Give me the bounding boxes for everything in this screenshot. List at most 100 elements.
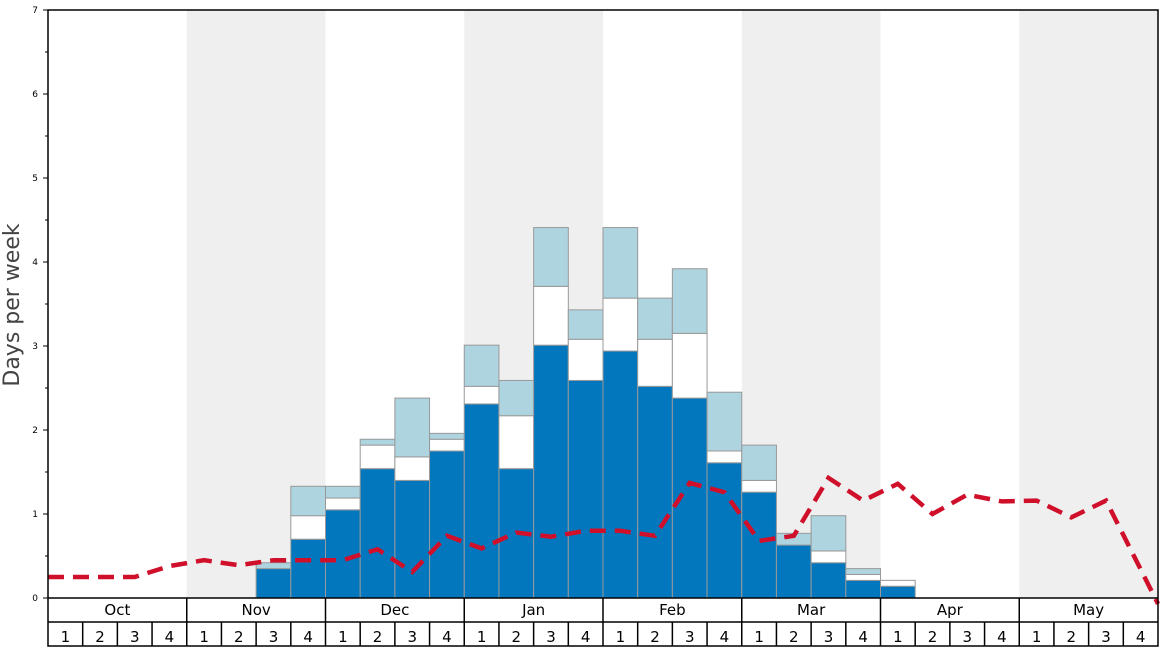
y-tick-label: 1 <box>32 510 38 520</box>
week-label: 4 <box>303 628 313 646</box>
week-label: 4 <box>858 628 868 646</box>
series-line <box>48 474 1161 605</box>
y-tick-label: 7 <box>32 6 38 16</box>
bar-middle <box>845 573 881 581</box>
x-axis-labels: Oct Nov Dec Jan Feb Mar Apr May 1 2 3 4 1 2 3 4 1 2 3 4 1 2 3 4… <box>61 601 1146 646</box>
week-label: 3 <box>1101 628 1111 646</box>
bar-middle <box>325 497 361 511</box>
week-label: 3 <box>269 628 279 646</box>
week-label: 2 <box>512 628 522 646</box>
bar-base <box>637 385 673 599</box>
month-label: Mar <box>797 601 826 619</box>
week-label: 2 <box>650 628 660 646</box>
week-label: 4 <box>581 628 591 646</box>
bar-top <box>498 379 535 417</box>
bar-middle <box>498 415 535 470</box>
bar-base <box>706 462 743 599</box>
bar-base <box>463 403 500 599</box>
week-label: 3 <box>685 628 695 646</box>
bar-middle <box>290 515 326 540</box>
month-label: Nov <box>241 601 270 619</box>
bar-top <box>637 297 673 340</box>
week-label: 1 <box>616 628 626 646</box>
week-label: 3 <box>962 628 972 646</box>
bar-base <box>845 579 881 599</box>
y-tick-label: 6 <box>32 90 38 100</box>
week-label: 1 <box>199 628 209 646</box>
y-tick-label: 2 <box>32 426 38 436</box>
month-label: Dec <box>380 601 409 619</box>
month-label: May <box>1073 601 1104 619</box>
y-tick-label: 4 <box>32 258 38 268</box>
y-tick-label: 3 <box>32 342 38 352</box>
week-label: 3 <box>130 628 140 646</box>
bar-base <box>429 450 465 599</box>
week-label: 4 <box>442 628 452 646</box>
axis-ticks: 0 1 2 3 4 5 6 7 <box>32 6 48 604</box>
week-label: 4 <box>720 628 730 646</box>
week-label: 2 <box>789 628 799 646</box>
week-label: 3 <box>546 628 556 646</box>
bar-base <box>602 350 639 599</box>
month-label: Feb <box>659 601 686 619</box>
bar-top <box>290 485 326 517</box>
y-axis-label: Days per week <box>0 223 25 386</box>
week-label: 2 <box>234 628 244 646</box>
bar-base <box>394 479 431 599</box>
bar-middle <box>741 479 777 493</box>
bar-top <box>671 268 708 334</box>
bar-base <box>741 491 777 599</box>
week-label: 2 <box>373 628 383 646</box>
bar-top <box>567 309 604 340</box>
week-label: 4 <box>165 628 175 646</box>
bar-top <box>325 485 361 499</box>
month-label: Jan <box>521 601 545 619</box>
bar-middle <box>706 450 743 464</box>
bar-base <box>290 538 326 599</box>
bar-base <box>255 568 292 599</box>
bar-top <box>810 515 847 552</box>
bar-top <box>463 344 500 387</box>
bar-base <box>567 379 604 599</box>
bar-middle <box>394 456 431 481</box>
bar-middle <box>359 444 396 470</box>
week-label: 1 <box>893 628 903 646</box>
bar-middle <box>567 338 604 381</box>
week-label: 2 <box>928 628 938 646</box>
month-label: Apr <box>937 601 964 619</box>
week-label: 4 <box>997 628 1007 646</box>
bar-base <box>533 344 569 599</box>
week-label: 1 <box>1032 628 1042 646</box>
bar-top <box>706 391 743 452</box>
bar-middle <box>810 550 847 564</box>
axes-frame <box>47 9 1159 647</box>
bar-base <box>325 509 361 599</box>
bar-middle <box>533 285 569 346</box>
week-label: 4 <box>1136 628 1146 646</box>
week-label: 1 <box>61 628 71 646</box>
y-tick-label: 0 <box>32 594 38 604</box>
week-label: 3 <box>407 628 417 646</box>
bar-middle <box>637 338 673 387</box>
bar-middle <box>671 332 708 399</box>
bar-base <box>880 585 916 599</box>
bar-top <box>359 438 396 446</box>
bars <box>255 227 916 599</box>
week-label: 2 <box>95 628 105 646</box>
bar-base <box>359 468 396 599</box>
bar-base <box>775 544 812 599</box>
bar-middle <box>429 438 465 452</box>
bar-top <box>845 568 881 575</box>
week-label: 1 <box>338 628 348 646</box>
bar-top <box>533 227 569 287</box>
y-tick-label: 5 <box>32 174 38 184</box>
bar-base <box>810 562 847 599</box>
week-label: 2 <box>1067 628 1077 646</box>
week-label: 1 <box>477 628 487 646</box>
week-label: 3 <box>824 628 834 646</box>
week-label: 1 <box>754 628 764 646</box>
bar-top <box>429 432 465 440</box>
bar-middle <box>463 385 500 405</box>
bar-middle <box>880 579 916 587</box>
